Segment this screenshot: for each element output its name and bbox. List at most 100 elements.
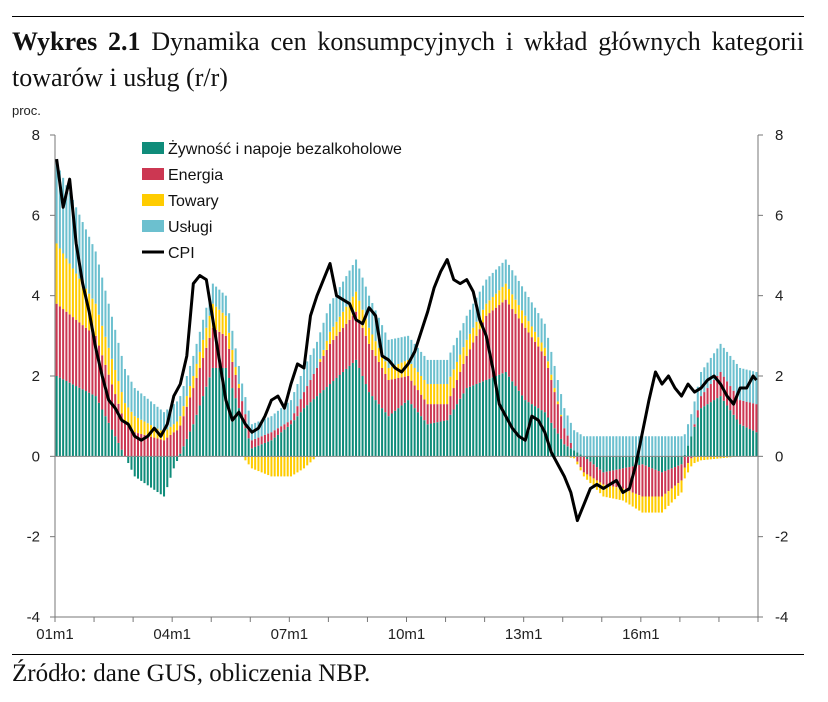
bar-goods (455, 361, 458, 381)
source-note: Źródło: dane GUS, obliczenia NBP. (12, 660, 371, 687)
bar-goods (436, 384, 439, 405)
bar-goods (163, 432, 166, 441)
bar-food (143, 456, 146, 484)
bar-services (133, 388, 136, 417)
y-tick-label-right: 6 (775, 207, 783, 224)
bar-energy (189, 397, 192, 432)
bar-goods (407, 359, 410, 376)
bar-services (543, 323, 546, 348)
bar-goods (521, 310, 524, 324)
bar-goods (192, 376, 195, 389)
bar-energy (752, 403, 755, 431)
bar-food (169, 456, 172, 478)
bar-services (524, 291, 527, 316)
bar-services (612, 436, 615, 457)
bar-food (589, 456, 592, 462)
bar-goods (114, 369, 117, 395)
bar-food (485, 380, 488, 457)
bar-services (371, 303, 374, 335)
x-tick-label: 07m1 (271, 626, 309, 643)
bar-food (319, 393, 322, 457)
bar-services (263, 418, 266, 435)
bar-energy (81, 325, 84, 390)
bar-energy (309, 380, 312, 403)
bar-services (280, 408, 283, 427)
bar-energy (416, 390, 419, 413)
bar-goods (579, 467, 582, 471)
bar-services (260, 420, 263, 437)
bar-food (254, 446, 257, 457)
bar-energy (218, 331, 221, 368)
bar-goods (371, 334, 374, 350)
bar-goods (641, 496, 644, 513)
bar-services (631, 436, 634, 457)
bar-energy (97, 345, 100, 403)
bar-food (459, 398, 462, 457)
bar-services (407, 335, 410, 360)
x-tick-label: 10m1 (388, 626, 426, 643)
bar-food (462, 393, 465, 457)
bar-services (709, 357, 712, 385)
bar-energy (576, 456, 579, 462)
bar-food (638, 456, 641, 466)
bar-services (696, 386, 699, 411)
bar-goods (329, 331, 332, 344)
bar-goods (547, 361, 550, 368)
bar-goods (390, 366, 393, 380)
bar-goods (377, 347, 380, 362)
bar-services (726, 351, 729, 382)
bar-goods (182, 406, 185, 417)
bar-goods (104, 336, 107, 365)
bar-energy (647, 467, 650, 497)
bar-energy (289, 420, 292, 425)
bar-energy (547, 367, 550, 418)
bar-energy (91, 333, 94, 395)
bar-services (172, 404, 175, 425)
bar-services (664, 436, 667, 457)
bar-food (680, 456, 683, 465)
bar-services (647, 436, 650, 457)
bar-food (58, 377, 61, 457)
bar-goods (123, 403, 126, 424)
bar-goods (605, 485, 608, 498)
bar-goods (608, 485, 611, 498)
bar-energy (420, 394, 423, 417)
bar-goods (361, 309, 364, 328)
bar-energy (58, 306, 61, 378)
bar-energy (608, 471, 611, 486)
bar-energy (400, 377, 403, 406)
bar-food (709, 402, 712, 457)
bar-energy (494, 307, 498, 376)
bar-services (81, 222, 84, 284)
bar-energy (381, 367, 384, 409)
bar-energy (143, 434, 146, 457)
bar-goods (58, 248, 61, 307)
bar-food (423, 420, 426, 457)
bar-energy (123, 423, 126, 457)
bar-food (436, 422, 439, 457)
bar-services (615, 436, 618, 457)
bar-goods (696, 456, 699, 462)
bar-food (615, 456, 618, 470)
x-tick-label: 01m1 (36, 626, 74, 643)
bar-services (400, 337, 403, 363)
bar-services (742, 368, 745, 401)
bar-services (494, 269, 498, 294)
bar-energy (224, 335, 227, 368)
bar-food (534, 406, 537, 457)
bar-goods (254, 456, 257, 470)
bar-services (387, 339, 390, 368)
bar-goods (97, 314, 100, 346)
bar-services (384, 332, 387, 362)
bar-food (286, 426, 289, 457)
bar-services (654, 436, 657, 457)
bar-services (390, 339, 393, 367)
bar-food (329, 384, 332, 457)
bar-goods (586, 474, 589, 480)
bar-energy (690, 456, 693, 459)
bar-goods (631, 492, 634, 507)
bar-goods (65, 258, 68, 312)
bar-food (703, 406, 706, 457)
bar-food (84, 391, 87, 457)
bar-goods (62, 253, 65, 310)
